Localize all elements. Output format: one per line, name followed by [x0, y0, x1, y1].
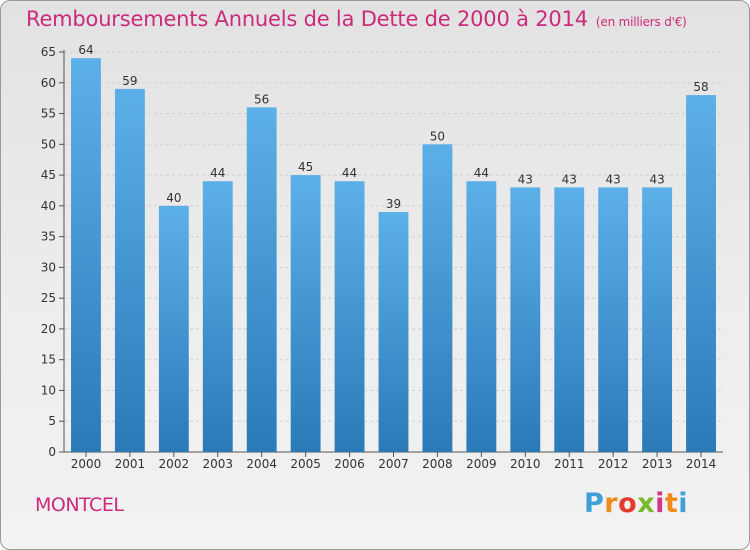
chart-title: Remboursements Annuels de la Dette de 20…: [26, 7, 687, 31]
data-label-2012: 43: [606, 172, 621, 186]
x-tick-label: 2001: [115, 457, 146, 471]
data-label-2004: 56: [254, 92, 269, 106]
logo-letter: t: [664, 488, 679, 519]
data-label-2009: 44: [474, 166, 489, 180]
y-tick-label: 45: [41, 168, 56, 182]
bar-2010: [510, 187, 541, 452]
proxiti-logo: Proxiti: [584, 488, 688, 519]
chart-title-text: Remboursements Annuels de la Dette de 20…: [26, 7, 588, 31]
x-tick-label: 2014: [686, 457, 717, 471]
data-label-2001: 59: [122, 74, 137, 88]
y-tick-label: 0: [48, 445, 56, 459]
bar-2009: [466, 181, 497, 452]
bar-2005: [290, 175, 321, 453]
data-label-2006: 44: [342, 166, 357, 180]
bar-2013: [642, 187, 673, 452]
logo-letter: o: [618, 488, 638, 519]
x-tick-label: 2000: [71, 457, 102, 471]
bar-2002: [158, 205, 189, 452]
y-tick-label: 60: [41, 76, 56, 90]
y-tick-label: 65: [41, 45, 56, 59]
x-tick-label: 2006: [334, 457, 365, 471]
y-tick-label: 55: [41, 107, 56, 121]
y-tick-label: 15: [41, 353, 56, 367]
data-label-2005: 45: [298, 160, 313, 174]
y-tick-label: 5: [48, 414, 56, 428]
x-tick-label: 2010: [510, 457, 541, 471]
x-tick-label: 2005: [290, 457, 321, 471]
y-tick-label: 50: [41, 137, 56, 151]
data-labels: 64 59 40 44 56 45 44 39 50 44 43 43 43 43 58: [78, 43, 708, 211]
x-tick-label: 2013: [642, 457, 673, 471]
data-label-2000: 64: [78, 43, 93, 57]
data-label-2008: 50: [430, 129, 445, 143]
bar-2000: [71, 58, 101, 453]
x-tick-label: 2002: [159, 457, 190, 471]
x-tick-label: 2003: [202, 457, 233, 471]
logo-letter: i: [655, 488, 665, 519]
data-label-2003: 44: [210, 166, 225, 180]
x-tick-label: 2012: [598, 457, 629, 471]
bars: [71, 58, 716, 453]
x-tick-label: 2004: [246, 457, 277, 471]
bar-2011: [554, 187, 585, 452]
bar-2007: [378, 212, 409, 452]
y-tick-label: 25: [41, 291, 56, 305]
location-label: MONTCEL: [35, 494, 124, 516]
y-tick-label: 30: [41, 260, 56, 274]
logo-letter: r: [604, 488, 619, 519]
data-label-2011: 43: [562, 172, 577, 186]
y-tick-label: 10: [41, 383, 56, 397]
data-label-2007: 39: [386, 197, 401, 211]
bar-2008: [422, 144, 453, 453]
data-label-2002: 40: [166, 191, 181, 205]
bar-2014: [686, 95, 716, 453]
logo-letter: x: [637, 488, 656, 519]
bar-2001: [114, 88, 145, 452]
bar-2012: [598, 187, 629, 452]
x-tick-label: 2011: [554, 457, 585, 471]
data-label-2014: 58: [693, 80, 708, 94]
bar-2004: [246, 107, 277, 452]
x-tick-label: 2007: [378, 457, 409, 471]
logo-letter: P: [584, 488, 605, 519]
bar-2006: [334, 181, 365, 452]
data-label-2013: 43: [649, 172, 664, 186]
bar-2003: [202, 181, 233, 452]
y-tick-label: 20: [41, 322, 56, 336]
unit-note: (en milliers d'€): [595, 15, 687, 29]
y-tick-label: 35: [41, 230, 56, 244]
y-tick-label: 40: [41, 199, 56, 213]
logo-letter: i: [678, 488, 689, 519]
data-label-2010: 43: [518, 172, 533, 186]
x-tick-label: 2009: [466, 457, 497, 471]
x-tick-label: 2008: [422, 457, 453, 471]
